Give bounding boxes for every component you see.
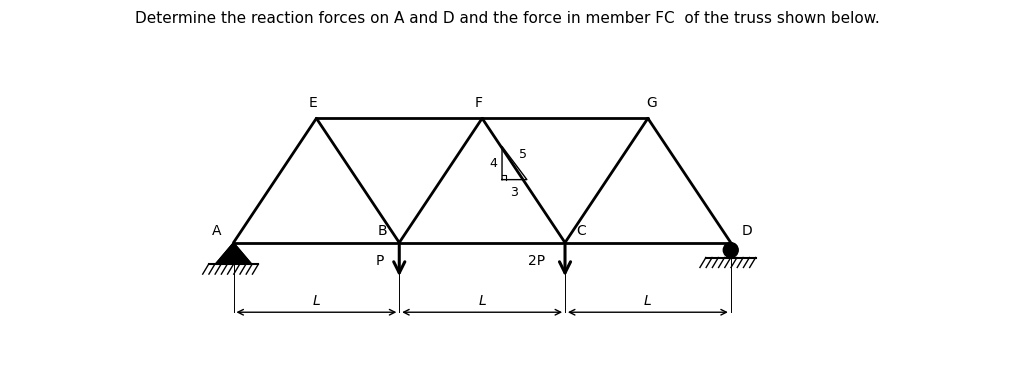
Circle shape: [723, 243, 738, 258]
Text: C: C: [577, 224, 586, 238]
Text: B: B: [378, 224, 387, 238]
Text: F: F: [475, 96, 483, 110]
Text: 3: 3: [510, 186, 518, 199]
Text: L: L: [312, 294, 320, 307]
Text: G: G: [646, 96, 657, 110]
Polygon shape: [215, 243, 251, 264]
Text: A: A: [212, 224, 222, 238]
Text: D: D: [742, 224, 752, 238]
Text: 4: 4: [489, 157, 497, 170]
Text: 2P: 2P: [528, 254, 546, 268]
Text: L: L: [479, 294, 486, 307]
Text: Determine the reaction forces on A and D and the force in member FC  of the trus: Determine the reaction forces on A and D…: [135, 11, 879, 26]
Text: L: L: [644, 294, 652, 307]
Text: E: E: [308, 96, 317, 110]
Text: P: P: [376, 254, 384, 268]
Text: 5: 5: [518, 148, 526, 161]
